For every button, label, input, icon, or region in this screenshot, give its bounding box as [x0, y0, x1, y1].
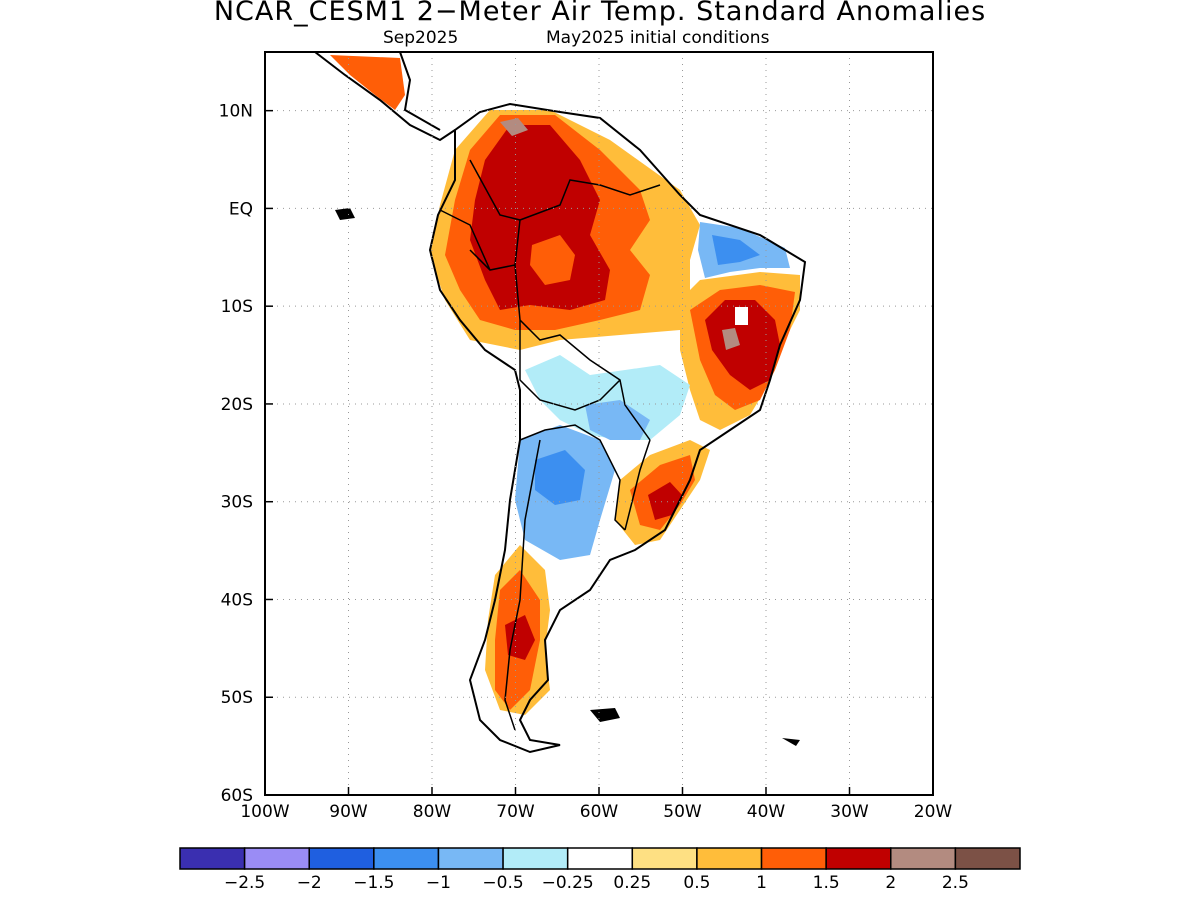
amazon-core-warm [470, 125, 610, 310]
northeast-brazil-red [705, 300, 780, 390]
colorbar-swatch [373, 847, 440, 870]
lon-tick-label: 90W [329, 802, 368, 822]
lat-tick-label: 10N [219, 102, 253, 122]
colorbar-swatch [696, 847, 763, 870]
colorbar-label: −2 [297, 873, 322, 893]
axes: 100W 90W 80W 70W 60W 50W 40W 30W 20W 10N EQ 10S 20S 3… [219, 102, 953, 822]
forecast-month: Sep2025 [383, 28, 459, 48]
colorbar-swatch [890, 847, 957, 870]
lon-tick-label: 100W [240, 802, 289, 822]
colorbar-label: −1 [426, 873, 451, 893]
colorbar-label: 0.25 [613, 873, 651, 893]
lat-tick-label: 60S [221, 786, 253, 806]
colorbar-swatch [308, 847, 375, 870]
colorbar-swatch [502, 847, 569, 870]
central-america-warm [330, 55, 405, 110]
colorbar-label: 2 [885, 873, 896, 893]
country-borders [439, 159, 661, 731]
colorbar-label: 2.5 [942, 873, 969, 893]
lat-tick-label: 30S [221, 493, 253, 513]
lon-tick-label: 30W [830, 802, 869, 822]
map-area [314, 52, 807, 754]
colorbar-label: 0.5 [683, 873, 710, 893]
falkland-islands [590, 708, 620, 722]
lon-tick-label: 20W [914, 802, 953, 822]
colorbar-swatch [825, 847, 892, 870]
colorbar-label: −0.25 [542, 873, 594, 893]
colorbar-label: −0.5 [482, 873, 523, 893]
northeast-missing-data [735, 307, 748, 325]
southern-brazil-red [648, 482, 682, 520]
colorbar: −2.5 −2 −1.5 −1 −0.5 −0.25 0.25 0.5 1 1.5 2 2.5 [179, 847, 1021, 893]
colorbar-label: −1.5 [353, 873, 394, 893]
colorbar-swatch [179, 847, 246, 870]
venezuela-hot-spot [500, 118, 528, 136]
lat-tick-label: 20S [221, 395, 253, 415]
lat-tick-label: 50S [221, 688, 253, 708]
lat-tick-label: 10S [221, 297, 253, 317]
paraguay-cool [585, 400, 650, 440]
northeast-brazil-brown [722, 328, 740, 350]
anomaly-shading [330, 55, 800, 715]
south-georgia [782, 738, 800, 746]
central-america-coastline [314, 52, 456, 142]
lat-tick-label: 40S [221, 590, 253, 610]
lon-tick-label: 40W [747, 802, 786, 822]
initial-conditions: May2025 initial conditions [546, 28, 770, 48]
colorbar-label: 1 [756, 873, 767, 893]
colorbar-swatch [243, 847, 310, 870]
colorbar-label: 1.5 [813, 873, 840, 893]
coastline [428, 102, 807, 754]
lon-tick-label: 60W [580, 802, 619, 822]
colorbar-swatch [437, 847, 504, 870]
gran-chaco-cool [535, 450, 585, 505]
colorbar-swatch [954, 847, 1021, 870]
central-south-america-cool [525, 355, 690, 440]
lon-tick-label: 70W [496, 802, 535, 822]
lon-tick-label: 50W [663, 802, 702, 822]
galapagos [335, 208, 355, 220]
patagonia-red [505, 615, 535, 660]
lon-tick-label: 80W [413, 802, 452, 822]
northeast-coast-cool [712, 235, 760, 265]
colorbar-label: −2.5 [224, 873, 265, 893]
amazon-inner-orange [530, 235, 575, 285]
colorbar-swatch [631, 847, 698, 870]
colorbar-swatch [566, 847, 634, 870]
lat-tick-label: EQ [229, 199, 253, 219]
map-title: NCAR_CESM1 2−Meter Air Temp. Standard An… [213, 0, 987, 27]
colorbar-swatch [760, 847, 827, 870]
